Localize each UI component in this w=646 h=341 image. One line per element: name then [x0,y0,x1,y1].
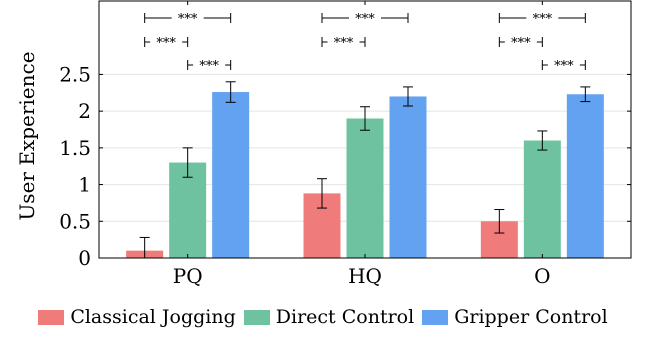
legend-item-direct-control: Direct Control [243,306,415,328]
bar [346,118,384,258]
significance-label: *** [156,36,176,51]
significance-label: *** [554,59,574,74]
bar [212,92,250,259]
legend-item-gripper-control: Gripper Control [422,306,608,328]
legend-swatch [38,309,65,325]
legend: Classical Jogging Direct Control Gripper… [0,306,646,328]
significance-label: *** [334,36,354,51]
bar [389,96,427,258]
legend-label: Direct Control [275,306,415,328]
y-axis: 0 0.5 1 1.5 2 2.5 [59,62,631,270]
error-bars [139,81,591,259]
y-tick-label: 0.5 [59,209,91,233]
y-tick-label: 2.5 [59,62,91,86]
significance-label: *** [199,59,219,74]
y-tick-label: 0 [78,246,91,270]
significance-label: *** [533,12,553,27]
bar [523,140,561,258]
bar [566,94,604,258]
bar [169,162,207,258]
significance-brackets: ************************ [144,12,586,74]
x-tick-label: PQ [173,264,203,288]
significance-label: *** [511,36,531,51]
legend-swatch [422,309,449,325]
x-tick-label: HQ [348,264,382,288]
significance-label: *** [178,12,198,27]
x-tick-label: O [534,264,550,288]
y-axis-label: User Experience [15,51,39,220]
significance-label: *** [355,12,375,27]
legend-label: Classical Jogging [70,306,236,328]
y-tick-label: 1.5 [59,136,91,160]
y-tick-label: 2 [78,99,91,123]
legend-item-classical-jogging: Classical Jogging [38,306,236,328]
bar-chart: ************************ 00.511.522.5 PQ… [15,0,632,288]
y-tick-label: 1 [78,173,91,197]
legend-label: Gripper Control [454,306,608,328]
legend-swatch [243,309,270,325]
x-axis: PQ HQ O [173,1,551,288]
